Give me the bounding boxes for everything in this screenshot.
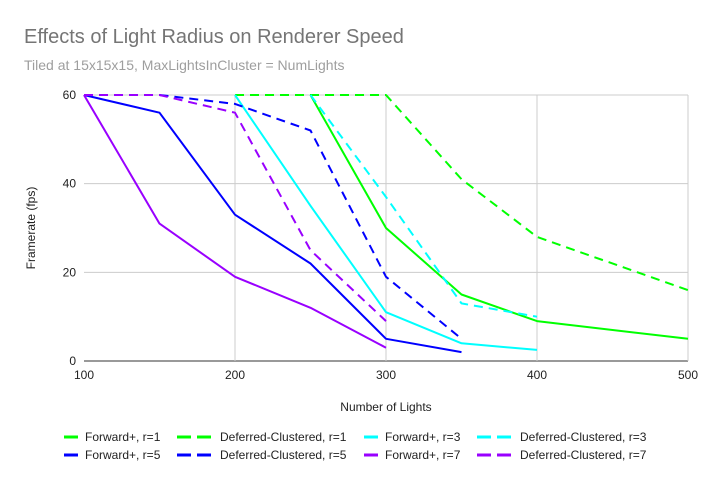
legend-label: Forward+, r=1	[85, 430, 161, 444]
x-tick-label: 500	[678, 368, 698, 382]
legend-label: Deferred-Clustered, r=7	[520, 448, 647, 462]
legend: Forward+, r=1 Deferred-Clustered, r=1 Forw…	[64, 430, 647, 462]
legend-label: Deferred-Clustered, r=3	[520, 430, 647, 444]
series-lines	[83, 94, 689, 354]
series-line	[84, 94, 387, 322]
legend-label: Forward+, r=5	[85, 448, 161, 462]
series-line	[235, 94, 689, 292]
series-line	[309, 94, 538, 318]
series-line	[234, 94, 538, 351]
y-tick-label: 60	[63, 88, 77, 102]
legend-label: Forward+, r=7	[385, 448, 461, 462]
series-line	[83, 94, 462, 354]
x-tick-label: 200	[225, 368, 245, 382]
y-tick-labels: 0 20 40 60	[63, 88, 77, 368]
chart-title: Effects of Light Radius on Renderer Spee…	[24, 26, 404, 48]
x-tick-label: 100	[74, 368, 94, 382]
series-line	[159, 94, 463, 340]
series-line	[83, 94, 387, 349]
legend-label: Forward+, r=3	[385, 430, 461, 444]
y-axis-label: Framerate (fps)	[24, 187, 38, 270]
x-tick-labels: 100 200 300 400 500	[74, 368, 698, 382]
y-tick-label: 40	[63, 177, 77, 191]
y-tick-label: 0	[69, 354, 76, 368]
x-tick-label: 400	[527, 368, 547, 382]
y-tick-label: 20	[63, 265, 77, 279]
chart-subtitle: Tiled at 15x15x15, MaxLightsInCluster = …	[24, 57, 344, 73]
x-axis-label: Number of Lights	[340, 400, 431, 414]
series-line	[309, 94, 689, 340]
legend-label: Deferred-Clustered, r=5	[220, 448, 347, 462]
legend-label: Deferred-Clustered, r=1	[220, 430, 347, 444]
x-tick-label: 300	[376, 368, 396, 382]
